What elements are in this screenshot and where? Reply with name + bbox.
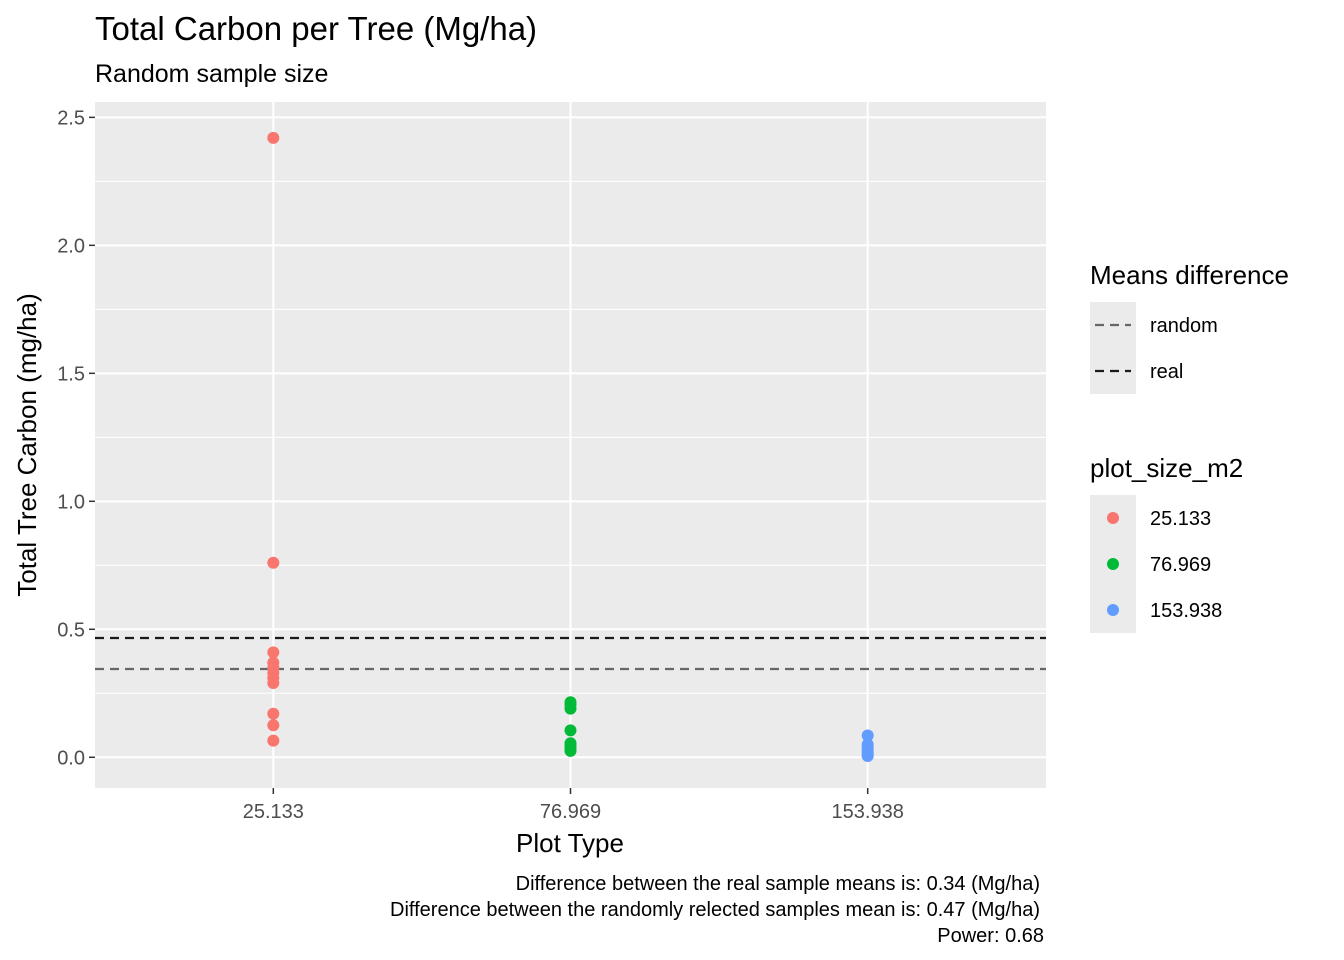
legend-label-series: 153.938 xyxy=(1150,600,1222,622)
x-tick-label: 25.133 xyxy=(243,801,304,823)
major-gridlines xyxy=(95,102,1046,788)
x-tick-label: 153.938 xyxy=(832,801,904,823)
data-point xyxy=(564,724,577,737)
data-point xyxy=(267,556,280,569)
data-point xyxy=(267,707,280,720)
data-point xyxy=(267,646,280,659)
y-axis: 0.0 0.5 1.0 1.5 2.0 2.5 xyxy=(57,107,95,769)
data-point xyxy=(564,744,577,757)
data-point xyxy=(861,750,874,763)
caption: Difference between the real sample means… xyxy=(390,873,1044,947)
legend-means-key-bg xyxy=(1090,302,1136,394)
legend-key-point xyxy=(1107,558,1119,570)
legend-means-difference: Means difference random real xyxy=(1090,260,1289,394)
y-tick-label: 1.5 xyxy=(57,363,85,385)
data-point xyxy=(267,677,280,690)
chart-title: Total Carbon per Tree (Mg/ha) xyxy=(95,10,537,47)
x-axis-title: Plot Type xyxy=(516,828,624,858)
data-point xyxy=(861,729,874,742)
data-point xyxy=(267,131,280,144)
legend-means-title: Means difference xyxy=(1090,260,1289,290)
legend-key-point xyxy=(1107,604,1119,616)
legend-label-series: 76.969 xyxy=(1150,554,1211,576)
legend-plot-size: plot_size_m2 25.133 76.969 153.938 xyxy=(1090,453,1243,633)
legend-label-real: real xyxy=(1150,361,1183,383)
caption-line-2: Difference between the randomly relected… xyxy=(390,899,1040,921)
legend-label-series: 25.133 xyxy=(1150,508,1211,530)
y-tick-label: 2.0 xyxy=(57,235,85,257)
x-axis: 25.133 76.969 153.938 xyxy=(243,788,904,823)
chart-subtitle: Random sample size xyxy=(95,60,328,88)
y-tick-label: 0.5 xyxy=(57,619,85,641)
data-points xyxy=(267,131,874,763)
caption-line-1: Difference between the real sample means… xyxy=(516,873,1040,895)
data-point xyxy=(564,702,577,715)
y-axis-title: Total Tree Carbon (mg/ha) xyxy=(12,293,42,596)
legend-plot-size-title: plot_size_m2 xyxy=(1090,453,1243,483)
caption-line-3: Power: 0.68 xyxy=(937,925,1044,947)
y-tick-label: 2.5 xyxy=(57,107,85,129)
y-tick-label: 1.0 xyxy=(57,491,85,513)
means-lines xyxy=(95,636,1046,671)
legend-key-point xyxy=(1107,512,1119,524)
data-point xyxy=(267,734,280,747)
legend-label-random: random xyxy=(1150,315,1218,337)
data-point xyxy=(267,719,280,732)
x-tick-label: 76.969 xyxy=(540,801,601,823)
y-tick-label: 0.0 xyxy=(57,747,85,769)
